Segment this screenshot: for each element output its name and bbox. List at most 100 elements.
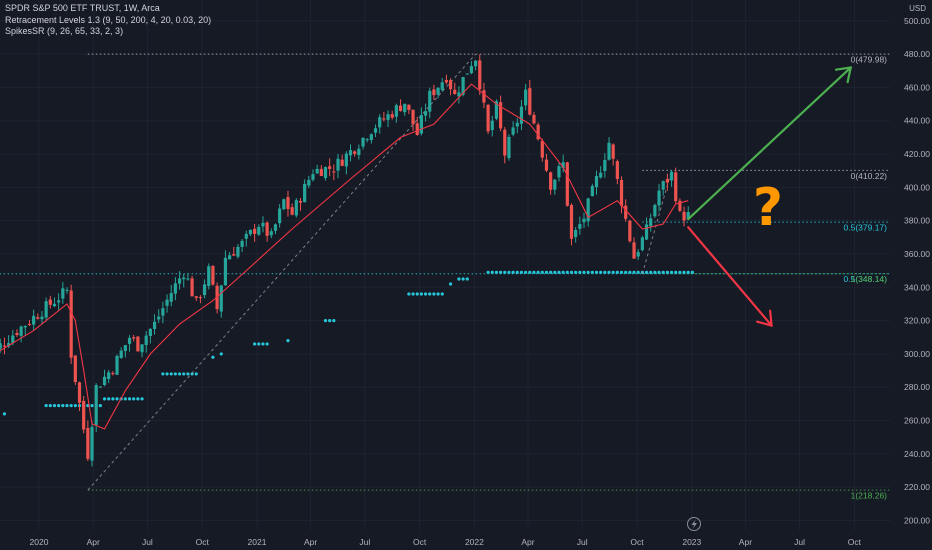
candle-body <box>340 159 344 166</box>
candle-body <box>244 233 248 239</box>
support-dot <box>586 270 590 274</box>
candle-body <box>273 224 278 231</box>
candle-body <box>261 222 265 227</box>
support-dot <box>649 270 653 274</box>
candle-body <box>240 240 244 247</box>
candle-body <box>490 120 494 131</box>
support-dot <box>253 342 257 346</box>
candle-body <box>511 127 515 135</box>
candle-body <box>152 321 157 329</box>
x-tick-label: 2022 <box>465 537 484 547</box>
candle-body <box>307 179 311 186</box>
currency-label: USD <box>909 4 926 13</box>
candle-body <box>644 224 649 240</box>
candle-body <box>557 166 561 178</box>
support-dot <box>52 403 57 408</box>
support-dot <box>436 292 440 296</box>
support-dot <box>57 403 61 408</box>
support-dot <box>511 270 515 274</box>
legend-indicator-spikes[interactable]: SpikesSR (9, 26, 65, 33, 2, 3) <box>5 26 124 36</box>
retracement-label: 0(410.22) <box>851 171 888 181</box>
candle-body <box>657 190 661 206</box>
candle-body <box>140 344 144 353</box>
x-tick-label: Jul <box>794 537 805 547</box>
support-dot <box>669 270 674 274</box>
support-dot <box>653 270 657 274</box>
y-tick-label: 280.00 <box>904 382 930 392</box>
candle-body <box>232 254 236 256</box>
x-tick-label: Jul <box>142 537 153 547</box>
candle-body <box>365 139 369 141</box>
candle-body <box>173 283 177 294</box>
candle-body <box>223 257 228 286</box>
candle-body <box>436 87 440 95</box>
candle-body <box>515 122 519 127</box>
candle-body <box>236 246 240 257</box>
support-dot <box>111 397 115 401</box>
support-dot <box>557 270 561 274</box>
candle-body <box>198 297 203 299</box>
support-dot <box>328 319 332 323</box>
candle-body <box>378 117 382 128</box>
candle-body <box>624 205 628 219</box>
candle-body <box>453 89 457 94</box>
candle-body <box>336 158 340 171</box>
x-tick-label: Apr <box>521 537 534 547</box>
support-dot <box>461 277 465 281</box>
candle-body <box>202 284 207 296</box>
y-tick-label: 220.00 <box>904 482 930 492</box>
x-tick-label: 2020 <box>30 537 49 547</box>
candle-body <box>394 105 398 117</box>
candle-body <box>61 288 65 299</box>
support-dot <box>515 270 519 274</box>
y-tick-label: 260.00 <box>904 416 930 426</box>
support-dot <box>102 397 107 401</box>
legend-indicator-retracement[interactable]: Retracement Levels 1.3 (9, 50, 200, 4, 2… <box>5 14 212 25</box>
candle-body <box>590 186 594 197</box>
support-dot <box>161 372 165 376</box>
support-dot <box>594 270 599 274</box>
candle-body <box>457 92 461 97</box>
support-dot <box>582 270 586 274</box>
candle-body <box>190 278 194 297</box>
question-mark: ? <box>753 178 783 238</box>
candle-body <box>373 128 378 133</box>
candle-body <box>440 82 444 90</box>
y-tick-label: 460.00 <box>904 82 930 92</box>
support-dot <box>536 270 540 274</box>
candle-body <box>369 134 373 141</box>
candle-body <box>323 167 328 179</box>
retracement-levels: 0(479.98) 0(410.22) 0.5(379.17) 0.5(348.14)… <box>0 53 890 501</box>
candle-body <box>278 208 282 224</box>
candle-body <box>632 242 636 259</box>
candle-body <box>11 335 15 343</box>
candle-body <box>36 317 40 319</box>
support-dot <box>65 403 69 408</box>
candle-body <box>649 218 653 227</box>
candle-body <box>77 382 82 403</box>
candle-body <box>52 303 57 307</box>
candle-body <box>461 77 465 95</box>
y-tick-label: 420.00 <box>904 149 930 159</box>
support-dot <box>286 339 290 343</box>
candle-body <box>98 386 102 388</box>
support-dot <box>182 372 186 376</box>
candle-body <box>311 174 315 180</box>
candle-body <box>119 350 123 358</box>
grid <box>0 0 890 530</box>
support-dot <box>169 372 173 376</box>
candle-body <box>586 198 590 222</box>
candle-body <box>674 172 678 202</box>
bolt-icon[interactable] <box>687 517 701 531</box>
legend-symbol[interactable]: SPDR S&P 500 ETF TRUST, 1W, Arca <box>5 3 160 13</box>
candle-body <box>519 106 524 124</box>
support-dot <box>69 403 73 408</box>
x-tick-label: 2021 <box>248 537 267 547</box>
candle-body <box>628 220 632 242</box>
support-dot <box>411 292 415 296</box>
support-dot <box>686 270 690 274</box>
candle-body <box>507 136 511 159</box>
candle-body <box>607 142 611 160</box>
candle-body <box>186 278 190 280</box>
